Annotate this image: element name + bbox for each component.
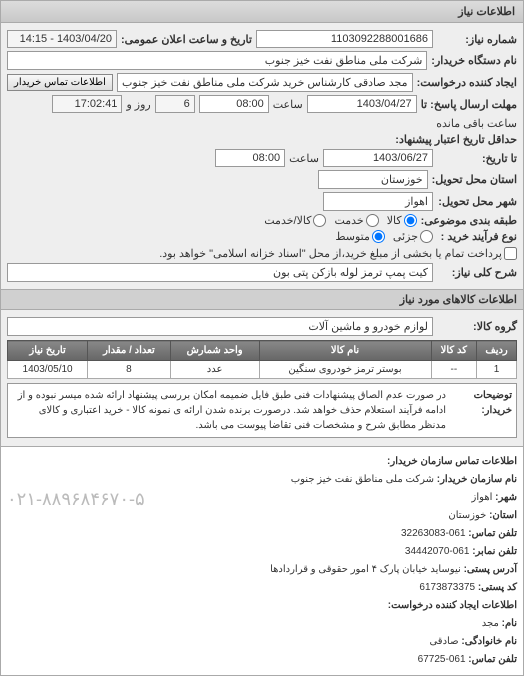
watermark-phone: ۰۲۱-۸۸۹۶۸۴۶۷۰-۵ [7,483,145,515]
tel-label: تلفن تماس: [468,528,517,539]
need-field: کیت پمپ ترمز لوله بازکن پتی بون [7,263,433,282]
contact-header: اطلاعات تماس سازمان خریدار: [387,456,517,467]
goods-header: اطلاعات کالاهای مورد نیاز [1,289,523,310]
postal-label: کد پستی: [478,582,517,593]
radio-kala[interactable]: کالا [387,214,417,227]
buyer-note-text: در صورت عدم الصاق پیشنهادات فنی طبق فایل… [12,388,446,433]
col-name: نام کالا [259,341,431,361]
buyer-label: نام دستگاه خریدار: [431,54,517,67]
goods-table: ردیف کد کالا نام کالا واحد شمارش تعداد /… [7,340,517,379]
contact-city-label: شهر: [495,492,517,503]
radio-motevaset-input[interactable] [372,230,385,243]
cell-qty: 8 [88,361,171,379]
radio-both-input[interactable] [313,214,326,227]
radio-both[interactable]: کالا/خدمت [264,214,326,227]
addr-value: نیوساید خیابان پارک ۴ امور حقوقی و قرارد… [270,564,461,575]
remain-day-field: 6 [155,95,195,113]
goods-section: گروه کالا: لوازم خودرو و ماشین آلات ردیف… [1,310,523,446]
creator-contact-header: اطلاعات ایجاد کننده درخواست: [388,600,517,611]
radio-khedmat-input[interactable] [366,214,379,227]
radio-khedmat[interactable]: خدمت [334,214,378,227]
col-unit: واحد شمارش [170,341,259,361]
tel-value: 061-32263083 [401,528,466,539]
cell-code: -- [431,361,477,379]
table-row[interactable]: 1 -- بوستر ترمز خودروی سنگین عدد 8 1403/… [8,361,517,379]
family-value: صادقی [429,636,458,647]
remain-label: ساعت باقی مانده [436,117,517,130]
org-value: شرکت ملی مناطق نفت خیز جنوب [291,474,434,485]
contact-city-value: اهواز [472,492,493,503]
cell-date: 1403/05/10 [8,361,88,379]
buyer-note-label: توضیحات خریدار: [452,388,512,433]
org-label: نام سازمان خریدار: [437,474,517,485]
pub-date-field: 1403/04/20 - 14:15 [7,30,117,48]
reply-time-field: 08:00 [199,95,269,113]
col-qty: تعداد / مقدار [88,341,171,361]
contact-province-value: خوزستان [448,510,486,521]
valid-label2: تا تاریخ: [437,152,517,165]
group-label: گروه کالا: [437,320,517,333]
category-label: طبقه بندی موضوعی: [421,214,517,227]
family-label: نام خانوادگی: [461,636,517,647]
contact-buyer-button[interactable]: اطلاعات تماس خریدار [7,74,113,91]
amount-radio-group: جزئی متوسط [335,230,433,243]
panel-title: اطلاعات نیاز [1,1,523,23]
province-label: استان محل تحویل: [432,173,517,186]
province-field: خوزستان [318,170,428,189]
reply-date-field: 1403/04/27 [307,95,417,113]
checkbox-treasury-input[interactable] [504,247,517,260]
buyer-note-box: توضیحات خریدار: در صورت عدم الصاق پیشنها… [7,383,517,438]
phone-label: تلفن تماس: [468,654,517,665]
buyer-field: شرکت ملی مناطق نفت خیز جنوب [7,51,427,70]
reply-time-label: ساعت [273,98,303,111]
radio-jozi[interactable]: جزئی [393,230,433,243]
name-value: مجد [482,618,499,629]
col-code: کد کالا [431,341,477,361]
amount-label: نوع فرآیند خرید : [437,230,517,243]
remain-time-field: 17:02:41 [52,95,122,113]
creator-label: ایجاد کننده درخواست: [417,76,517,89]
req-no-label: شماره نیاز: [437,33,517,46]
reply-until-label: مهلت ارسال پاسخ: تا [421,98,517,111]
contact-province-label: استان: [489,510,517,521]
info-panel: اطلاعات نیاز شماره نیاز: 110309228800168… [0,0,524,676]
checkbox-treasury[interactable]: پرداخت تمام یا بخشی از مبلغ خرید،از محل … [159,247,517,260]
remain-day-label: روز و [126,98,150,111]
col-row: ردیف [477,341,517,361]
radio-jozi-input[interactable] [420,230,433,243]
creator-field: مجد صادقی کارشناس خرید شرکت ملی مناطق نف… [117,73,413,92]
name-label: نام: [502,618,517,629]
radio-motevaset[interactable]: متوسط [335,230,385,243]
city-field: اهواز [323,192,433,211]
group-field: لوازم خودرو و ماشین آلات [7,317,433,336]
cell-name: بوستر ترمز خودروی سنگین [259,361,431,379]
addr-label: آدرس پستی: [464,564,517,575]
pub-date-label: تاریخ و ساعت اعلان عمومی: [121,33,252,46]
category-radio-group: کالا خدمت کالا/خدمت [264,214,416,227]
table-header-row: ردیف کد کالا نام کالا واحد شمارش تعداد /… [8,341,517,361]
valid-time-field: 08:00 [215,149,285,167]
valid-until-label: حداقل تاریخ اعتبار پیشنهاد: [395,133,517,146]
req-no-field: 1103092288001686 [256,30,433,48]
valid-time-label: ساعت [289,152,319,165]
need-label: شرح کلی نیاز: [437,266,517,279]
valid-date-field: 1403/06/27 [323,149,433,167]
fax-label: تلفن نمابر: [472,546,517,557]
cell-unit: عدد [170,361,259,379]
postal-value: 6173873375 [419,582,475,593]
cell-row: 1 [477,361,517,379]
phone-value: 061-67725 [418,654,466,665]
city-label: شهر محل تحویل: [437,195,517,208]
radio-kala-input[interactable] [404,214,417,227]
contact-section: ۰۲۱-۸۸۹۶۸۴۶۷۰-۵ اطلاعات تماس سازمان خرید… [1,446,523,675]
fax-value: 061-34442070 [405,546,470,557]
col-date: تاریخ نیاز [8,341,88,361]
header-section: شماره نیاز: 1103092288001686 تاریخ و ساع… [1,23,523,289]
